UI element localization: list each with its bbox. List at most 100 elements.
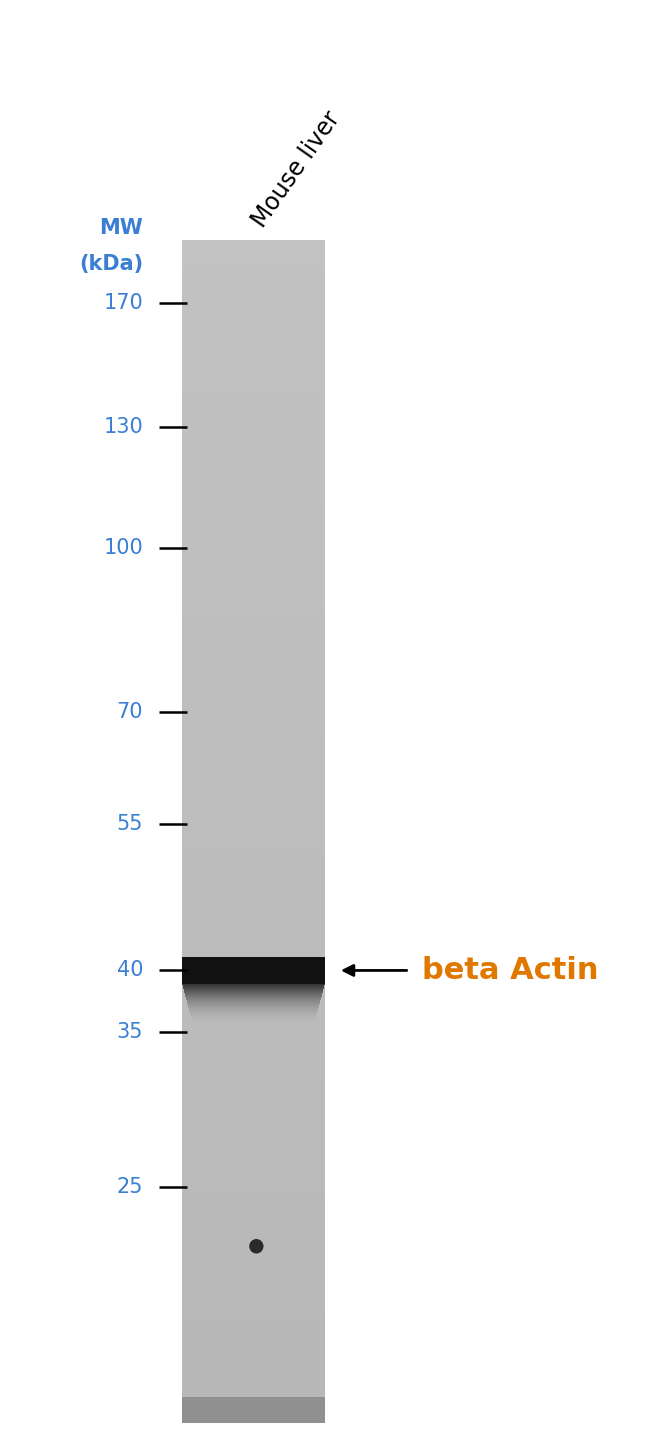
Bar xyxy=(182,1176,325,1186)
Bar xyxy=(182,950,325,960)
Text: 100: 100 xyxy=(103,537,143,558)
Bar xyxy=(182,1256,325,1265)
Bar xyxy=(182,1207,325,1215)
Bar xyxy=(182,742,325,752)
Bar xyxy=(182,1225,325,1236)
Bar xyxy=(182,1304,325,1314)
Bar xyxy=(182,791,325,802)
Bar xyxy=(182,684,325,693)
Bar xyxy=(182,359,325,367)
Text: 130: 130 xyxy=(103,417,143,437)
Bar xyxy=(182,1394,325,1403)
Bar xyxy=(182,1077,325,1088)
Bar xyxy=(182,526,325,536)
Bar xyxy=(182,1403,325,1413)
Bar xyxy=(182,871,325,880)
Bar xyxy=(182,486,325,497)
Bar xyxy=(182,328,325,338)
Bar xyxy=(182,536,325,546)
Bar xyxy=(182,1353,325,1363)
Bar xyxy=(182,289,325,299)
Bar xyxy=(182,318,325,328)
Bar xyxy=(182,1157,325,1166)
Bar xyxy=(182,674,325,684)
Bar xyxy=(182,456,325,466)
Bar xyxy=(182,1236,325,1246)
Bar xyxy=(182,1009,325,1019)
Bar xyxy=(182,1334,325,1345)
Bar xyxy=(182,388,325,398)
Bar xyxy=(182,802,325,812)
Bar xyxy=(182,260,325,269)
Ellipse shape xyxy=(249,1239,263,1253)
Text: 70: 70 xyxy=(116,703,143,722)
Bar xyxy=(182,1059,325,1069)
Text: MW: MW xyxy=(99,218,143,238)
Bar xyxy=(182,555,325,565)
Bar xyxy=(182,880,325,890)
Bar xyxy=(182,279,325,289)
Bar xyxy=(182,1186,325,1196)
Bar xyxy=(182,1345,325,1353)
Bar xyxy=(182,783,325,791)
Bar xyxy=(182,407,325,417)
Bar xyxy=(182,417,325,427)
Bar xyxy=(182,822,325,831)
Bar xyxy=(182,624,325,635)
Bar xyxy=(182,378,325,388)
Bar xyxy=(182,1275,325,1285)
Bar xyxy=(182,910,325,921)
Bar xyxy=(182,723,325,733)
Bar xyxy=(182,762,325,772)
Bar xyxy=(182,979,325,989)
Bar xyxy=(182,466,325,476)
Bar xyxy=(182,733,325,742)
Bar xyxy=(182,1147,325,1157)
Bar xyxy=(182,921,325,929)
Bar xyxy=(182,1374,325,1384)
Bar xyxy=(182,929,325,939)
Bar xyxy=(182,1324,325,1334)
Bar xyxy=(182,1108,325,1117)
Bar xyxy=(182,1038,325,1048)
Text: (kDa): (kDa) xyxy=(79,254,143,274)
Bar xyxy=(182,1285,325,1295)
Bar xyxy=(182,1069,325,1077)
Bar xyxy=(182,309,325,318)
Bar xyxy=(182,575,325,585)
Bar xyxy=(182,447,325,456)
Bar xyxy=(182,890,325,900)
Bar xyxy=(182,505,325,515)
Bar xyxy=(182,970,325,979)
Bar xyxy=(182,1137,325,1147)
Bar xyxy=(182,635,325,643)
Bar xyxy=(182,565,325,575)
Bar xyxy=(182,861,325,871)
Bar xyxy=(182,939,325,950)
Bar xyxy=(182,1413,325,1423)
Bar xyxy=(182,437,325,447)
Text: Mouse liver: Mouse liver xyxy=(247,107,344,232)
Bar xyxy=(182,250,325,260)
Bar xyxy=(182,269,325,279)
Bar xyxy=(182,497,325,505)
Bar xyxy=(182,240,325,250)
Bar xyxy=(182,367,325,378)
Bar xyxy=(182,831,325,841)
Bar xyxy=(182,338,325,348)
Bar xyxy=(182,653,325,664)
Bar xyxy=(182,841,325,851)
Bar xyxy=(182,595,325,604)
Bar xyxy=(182,960,325,970)
Bar xyxy=(182,1215,325,1225)
Bar xyxy=(182,1295,325,1304)
Bar xyxy=(182,1098,325,1108)
Bar xyxy=(182,299,325,309)
Bar xyxy=(182,643,325,653)
Bar xyxy=(182,348,325,359)
Bar xyxy=(182,1117,325,1127)
Bar xyxy=(182,1028,325,1038)
Bar xyxy=(182,614,325,624)
Bar xyxy=(182,515,325,526)
Bar xyxy=(182,1363,325,1374)
